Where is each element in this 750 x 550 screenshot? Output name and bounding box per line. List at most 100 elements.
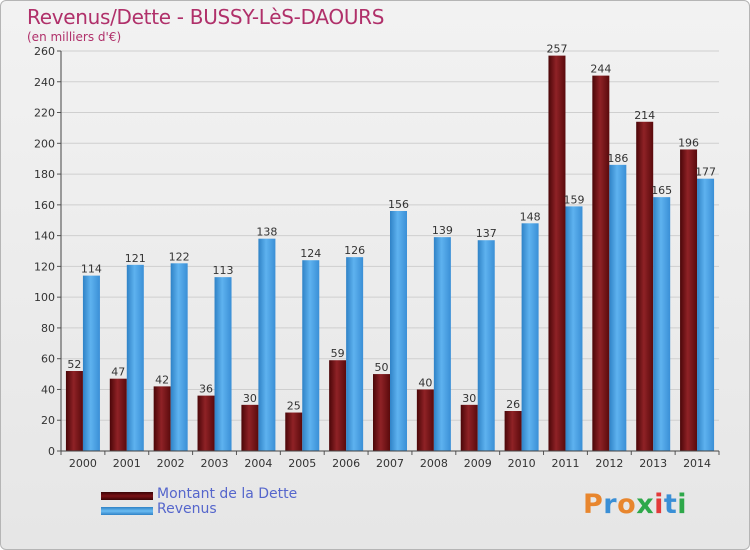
x-tick-label: 2007	[376, 457, 404, 470]
bar-debt	[153, 386, 171, 451]
bar-debt	[109, 378, 127, 451]
x-tick-label: 2005	[288, 457, 316, 470]
bar-revenus	[565, 206, 583, 451]
bar-debt	[548, 55, 566, 451]
proxiti-logo: Proxiti	[583, 489, 687, 520]
bar-revenus	[258, 238, 276, 451]
logo-letter: r	[603, 489, 618, 520]
bar-revenus	[346, 257, 364, 451]
x-tick-label: 2006	[332, 457, 360, 470]
logo-letter: t	[663, 489, 678, 520]
logo-letter: P	[583, 489, 604, 520]
data-label-revenus: 126	[344, 244, 365, 257]
data-label-debt: 26	[506, 398, 520, 411]
axes	[60, 51, 719, 452]
x-tick-label: 2013	[639, 457, 667, 470]
data-label-debt: 47	[111, 366, 125, 379]
legend-label-revenus: Revenus	[157, 501, 217, 517]
chart-subtitle: (en milliers d'€)	[27, 30, 122, 44]
x-tick-label: 2004	[244, 457, 272, 470]
x-tick-label: 2011	[551, 457, 579, 470]
data-label-revenus: 177	[695, 166, 716, 179]
bar-debt	[680, 149, 698, 451]
y-tick-label: 160	[34, 199, 55, 212]
y-tick-label: 260	[34, 45, 55, 58]
x-tick-label: 2008	[420, 457, 448, 470]
x-tick-label: 2000	[69, 457, 97, 470]
bar-revenus	[521, 223, 539, 451]
logo-letter: o	[617, 489, 637, 520]
data-label-debt: 214	[634, 109, 655, 122]
bar-revenus	[82, 275, 100, 451]
y-tick-label: 60	[41, 353, 55, 366]
y-tick-label: 40	[41, 383, 55, 396]
x-tick-label: 2010	[508, 457, 536, 470]
x-tick-label: 2003	[201, 457, 229, 470]
y-tick-label: 220	[34, 107, 55, 120]
data-label-debt: 257	[546, 43, 567, 56]
data-label-revenus: 121	[125, 252, 146, 265]
x-tick-label: 2014	[683, 457, 711, 470]
data-label-debt: 25	[287, 400, 301, 413]
logo-letter: x	[636, 489, 655, 520]
data-label-revenus: 148	[520, 210, 541, 223]
bar-debt	[65, 371, 83, 451]
bar-debt	[197, 395, 215, 451]
data-label-debt: 59	[331, 347, 345, 360]
y-axis-ticks: 0 20 40 60 80 100 120 140 160 180 200 220 240 260	[34, 45, 61, 458]
data-label-revenus: 165	[651, 184, 672, 197]
bar-debt	[373, 374, 390, 451]
y-tick-label: 0	[48, 445, 55, 458]
logo-letter: i	[654, 489, 664, 520]
bar-revenus	[433, 237, 451, 451]
y-tick-label: 140	[34, 230, 55, 243]
bar-revenus	[477, 240, 495, 451]
bar-debt	[416, 389, 434, 451]
data-label-debt: 42	[155, 373, 169, 386]
x-tick-label: 2009	[464, 457, 492, 470]
bar-revenus	[214, 277, 232, 451]
x-tick-label: 2001	[113, 457, 141, 470]
x-axis-ticks: 2000 2001 2002 2003 2004 2005 2006 2007 2008 2009…	[60, 451, 720, 470]
data-label-revenus: 114	[81, 263, 102, 276]
data-label-revenus: 122	[169, 250, 190, 263]
bar-debt	[285, 412, 303, 451]
bar-debt	[504, 411, 522, 451]
bar-debt	[241, 404, 259, 451]
data-label-revenus: 159	[563, 193, 584, 206]
data-labels: 52 114 47 121 42 122 36 113 30 138 25 124 59 126 50 156…	[67, 43, 716, 413]
chart-title: Revenus/Dette - BUSSY-LèS-DAOURS	[27, 5, 385, 29]
x-tick-label: 2002	[157, 457, 185, 470]
legend-label-debt: Montant de la Dette	[157, 486, 298, 502]
bar-revenus	[126, 264, 144, 451]
bar-debt	[592, 75, 610, 451]
bar-debt	[636, 121, 654, 452]
bar-revenus	[390, 211, 407, 451]
bar-revenus	[653, 197, 671, 451]
y-tick-label: 180	[34, 168, 55, 181]
data-label-debt: 30	[462, 392, 476, 405]
data-label-revenus: 138	[256, 226, 277, 239]
data-label-debt: 196	[678, 136, 699, 149]
y-tick-label: 100	[34, 291, 55, 304]
legend-swatch-revenus	[101, 507, 153, 515]
bar-revenus	[697, 178, 715, 451]
bar-debt	[329, 360, 347, 451]
bar-debt	[460, 404, 478, 451]
data-label-revenus: 124	[300, 247, 321, 260]
data-label-revenus: 113	[213, 264, 234, 277]
y-tick-label: 240	[34, 76, 55, 89]
data-label-revenus: 186	[607, 152, 628, 165]
data-label-debt: 244	[590, 63, 611, 76]
bar-revenus	[302, 260, 320, 451]
data-label-debt: 52	[67, 358, 81, 371]
data-label-debt: 30	[243, 392, 257, 405]
data-label-debt: 40	[418, 376, 432, 389]
legend-swatch-debt	[101, 492, 153, 500]
x-tick-label: 2012	[595, 457, 623, 470]
y-tick-label: 120	[34, 260, 55, 273]
y-tick-label: 20	[41, 414, 55, 427]
data-label-debt: 50	[375, 361, 389, 374]
